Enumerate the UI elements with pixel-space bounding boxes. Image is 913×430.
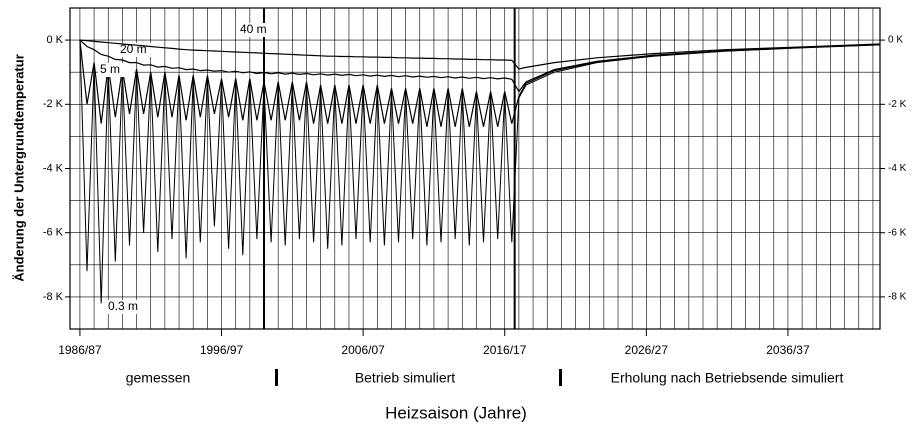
section-label: gemessen: [126, 370, 191, 386]
section-label: Erholung nach Betriebsende simuliert: [611, 370, 844, 386]
series-line: [79, 40, 881, 304]
y-tick-label-right: -2 K: [888, 99, 907, 110]
series-line: [79, 39, 881, 93]
series-label: 40 m: [240, 22, 267, 36]
x-tick-label: 1996/97: [200, 343, 244, 357]
series-label-bg: [98, 63, 134, 77]
series-line: [79, 40, 881, 127]
series-label: 5 m: [100, 62, 120, 76]
section-separator: [559, 369, 562, 386]
y-tick-label: -8 K: [43, 291, 64, 303]
series-label-bg: [106, 300, 142, 314]
y-tick-label: -6 K: [43, 227, 64, 239]
section-label: Betrieb simuliert: [355, 370, 455, 386]
x-tick-label: 1986/87: [58, 343, 102, 357]
section-separator: [275, 369, 278, 386]
x-tick-label: 2006/07: [341, 343, 385, 357]
series-label: 0.3 m: [108, 299, 138, 313]
y-tick-label-right: 0 K: [888, 35, 903, 46]
x-tick-label: 2026/27: [625, 343, 669, 357]
y-axis-label: Änderung der Untergrundtemperatur: [11, 54, 26, 282]
y-tick-label: -4 K: [43, 162, 64, 174]
y-tick-label-right: -8 K: [888, 292, 907, 303]
series-line: [79, 39, 881, 70]
x-axis-label: Heizsaison (Jahre): [385, 403, 527, 422]
y-tick-label: -2 K: [43, 98, 64, 110]
y-tick-label-right: -6 K: [888, 227, 907, 238]
x-tick-label: 2036/37: [766, 343, 810, 357]
x-tick-label: 2016/17: [483, 343, 527, 357]
y-tick-label: 0 K: [46, 34, 63, 46]
y-tick-label-right: -4 K: [888, 163, 907, 174]
series-label-bg: [238, 23, 274, 37]
